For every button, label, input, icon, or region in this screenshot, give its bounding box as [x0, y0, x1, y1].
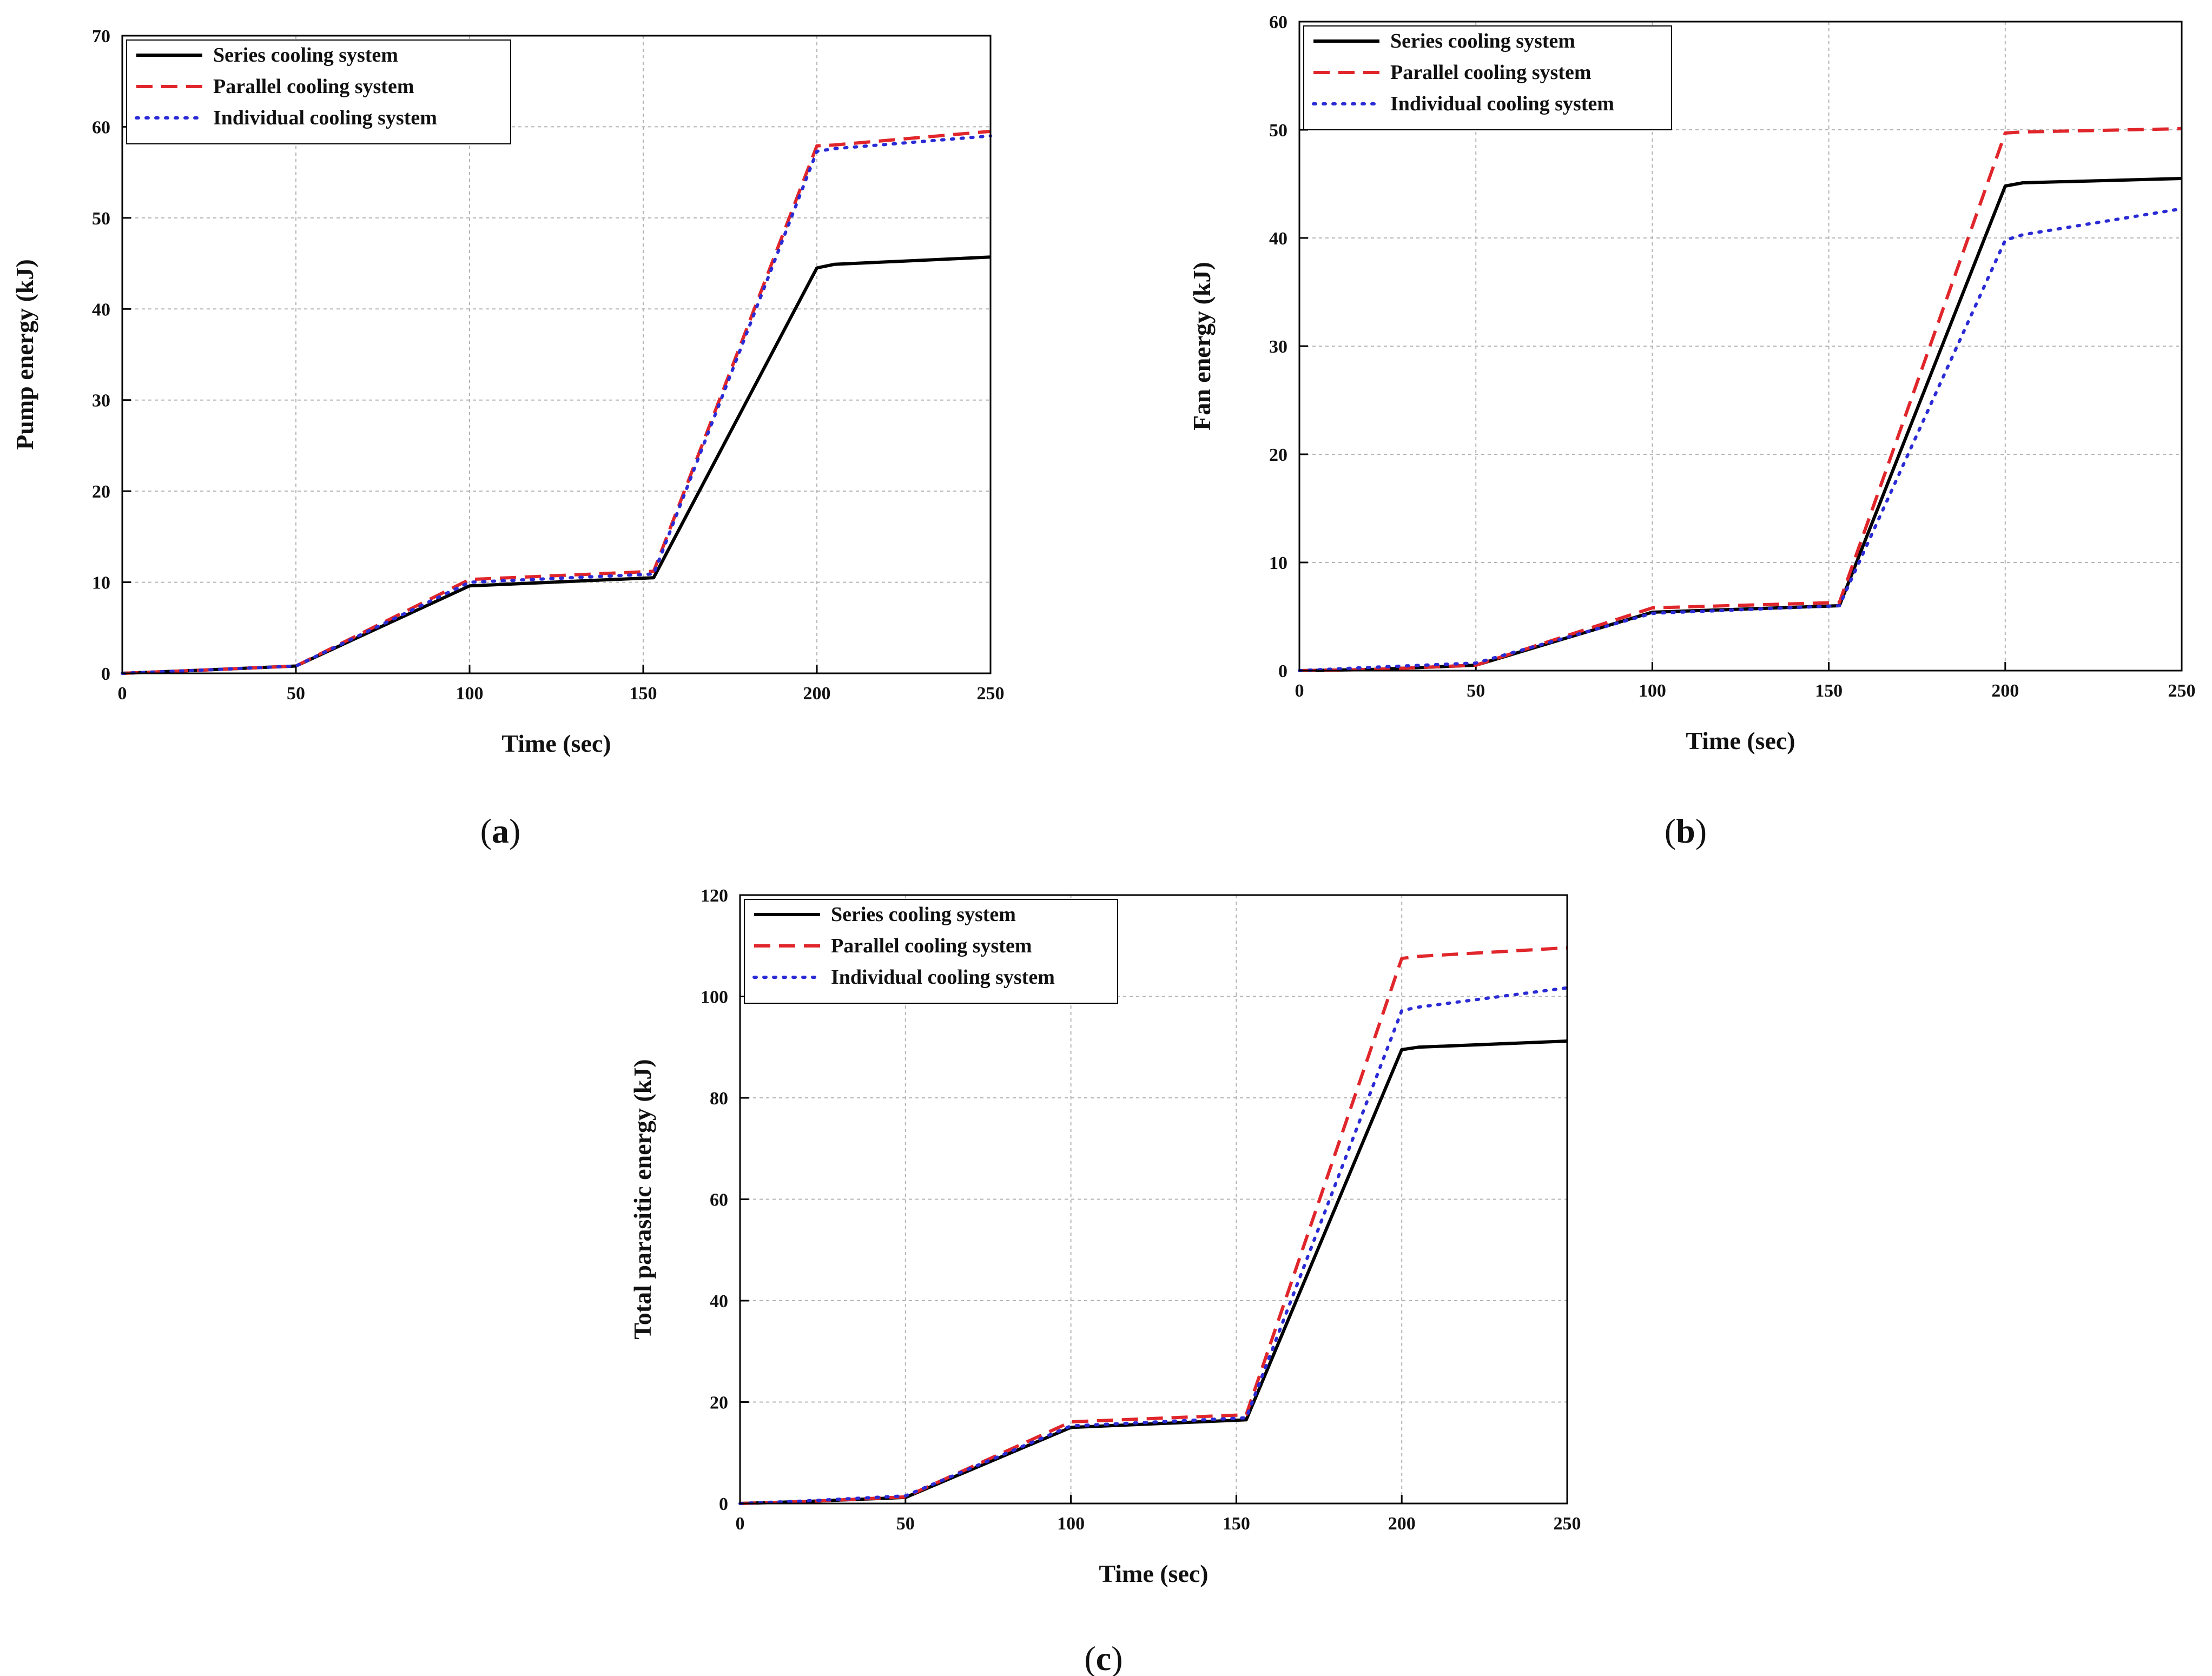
- chart-panel-a: 0 50 100 150 200 250 0 10 20 30 40 50 60 70 Series coo…: [11, 27, 1005, 850]
- legend-label: Series cooling system: [831, 903, 1016, 926]
- y-tick-label: 20: [1269, 445, 1287, 465]
- y-tick-label: 0: [1278, 661, 1287, 681]
- y-tick-label: 80: [710, 1089, 728, 1109]
- legend-label: Individual cooling system: [831, 966, 1055, 989]
- series-line-parallel-cooling-system: [1299, 127, 2182, 672]
- legend-box: [744, 899, 1118, 1004]
- x-tick-label: 0: [1295, 681, 1304, 701]
- y-tick-label: 40: [1269, 229, 1287, 249]
- y-tick-label: 50: [1269, 121, 1287, 141]
- x-tick-label: 250: [2168, 681, 2196, 701]
- panel-label: (c): [1084, 1639, 1122, 1676]
- x-tick-label: 150: [630, 684, 657, 704]
- x-tick-label: 200: [803, 684, 831, 704]
- legend: Series cooling system Parallel cooling sy…: [1303, 25, 1672, 130]
- y-tick-label: 40: [92, 300, 110, 320]
- x-tick-label: 150: [1223, 1514, 1250, 1534]
- y-tick-label: 20: [710, 1393, 728, 1413]
- panel-label: (b): [1665, 812, 1707, 850]
- y-tick-label: 70: [92, 27, 110, 47]
- x-tick-label: 100: [1057, 1514, 1085, 1534]
- y-axis-title: Pump energy (kJ): [11, 259, 38, 450]
- y-tick-label: 10: [1269, 553, 1287, 573]
- y-axis-title: Fan energy (kJ): [1188, 262, 1216, 430]
- x-tick-label: 0: [118, 684, 127, 704]
- legend: Series cooling system Parallel cooling sy…: [744, 899, 1118, 1004]
- y-tick-label: 120: [701, 886, 728, 906]
- series-line-individual-cooling-system: [1298, 207, 2183, 672]
- chart-panel-c: 0 50 100 150 200 250 0 20 40 60 80 100 120 Series coo…: [629, 886, 1581, 1676]
- y-tick-label: 0: [101, 664, 110, 684]
- y-tick-label: 30: [92, 391, 110, 411]
- x-tick-label: 250: [977, 684, 1005, 704]
- legend-label: Parallel cooling system: [831, 935, 1032, 957]
- y-tick-label: 40: [710, 1291, 728, 1311]
- y-tick-label: 50: [92, 209, 110, 229]
- legend-box: [1303, 25, 1672, 130]
- x-tick-label: 50: [1467, 681, 1485, 701]
- x-tick-label: 0: [736, 1514, 745, 1534]
- series-line-individual-cooling-system: [121, 134, 992, 675]
- chart-panel-b: 0 50 100 150 200 250 0 10 20 30 40 50 60 Series cooli…: [1188, 12, 2196, 850]
- x-axis-title: Time (sec): [1099, 1560, 1208, 1587]
- x-tick-label: 50: [896, 1514, 915, 1534]
- x-axis-title: Time (sec): [501, 730, 611, 757]
- y-tick-label: 60: [710, 1190, 728, 1210]
- legend: Series cooling system Parallel cooling sy…: [126, 39, 511, 144]
- legend-label: Individual cooling system: [213, 107, 437, 129]
- x-tick-label: 200: [1388, 1514, 1416, 1534]
- plot-frame: [1298, 21, 2183, 672]
- y-tick-label: 60: [1269, 12, 1287, 32]
- legend-label: Parallel cooling system: [1390, 61, 1591, 84]
- legend-label: Individual cooling system: [1390, 92, 1614, 115]
- legend-label: Series cooling system: [1390, 30, 1575, 52]
- legend-box: [126, 39, 511, 144]
- y-tick-label: 30: [1269, 337, 1287, 357]
- x-tick-label: 250: [1554, 1514, 1581, 1534]
- legend-label: Series cooling system: [213, 44, 398, 67]
- x-tick-label: 100: [456, 684, 484, 704]
- x-tick-label: 100: [1639, 681, 1666, 701]
- x-tick-label: 50: [287, 684, 305, 704]
- y-tick-label: 0: [719, 1494, 728, 1514]
- y-tick-label: 100: [701, 988, 728, 1008]
- plot-frame: [121, 35, 992, 674]
- x-tick-label: 150: [1815, 681, 1843, 701]
- panel-label: (a): [480, 812, 521, 850]
- plot-frame: [739, 894, 1568, 1505]
- legend-label: Parallel cooling system: [213, 75, 414, 98]
- y-tick-label: 20: [92, 482, 110, 502]
- x-tick-label: 200: [1991, 681, 2019, 701]
- y-tick-label: 60: [92, 117, 110, 137]
- series-line-parallel-cooling-system: [739, 946, 1568, 1505]
- x-axis-title: Time (sec): [1686, 727, 1795, 754]
- y-axis-title: Total parasitic energy (kJ): [629, 1059, 656, 1339]
- y-tick-label: 10: [92, 573, 110, 593]
